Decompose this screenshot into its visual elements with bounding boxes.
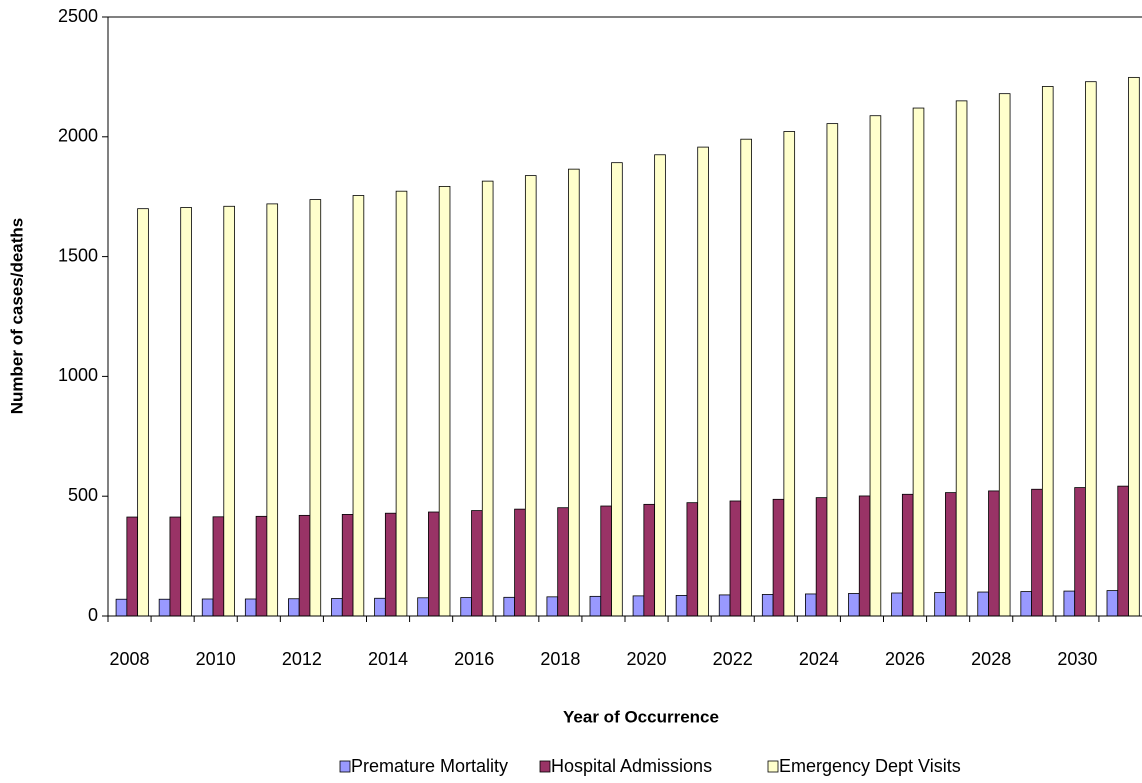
y-tick-label: 0 bbox=[88, 605, 98, 625]
bar bbox=[1106, 590, 1119, 617]
bar bbox=[546, 596, 559, 617]
bar bbox=[901, 493, 914, 617]
bar bbox=[686, 502, 699, 617]
bar bbox=[503, 596, 515, 617]
x-tick-label: 2030 bbox=[1057, 649, 1097, 669]
y-axis-title: Number of cases/deaths bbox=[7, 218, 26, 415]
bar bbox=[557, 507, 569, 617]
bar bbox=[471, 510, 483, 617]
x-tick-label: 2022 bbox=[713, 649, 753, 669]
bar bbox=[718, 594, 731, 617]
bar bbox=[438, 185, 451, 617]
x-tick-label: 2012 bbox=[282, 649, 322, 669]
bar bbox=[384, 512, 397, 617]
bar bbox=[1117, 485, 1129, 617]
bar bbox=[137, 208, 149, 617]
bar bbox=[761, 594, 774, 617]
bar bbox=[1074, 487, 1086, 617]
bar bbox=[772, 498, 785, 617]
bar bbox=[805, 593, 817, 617]
legend-label: Premature Mortality bbox=[351, 756, 508, 776]
bar bbox=[428, 511, 440, 617]
bar bbox=[417, 597, 429, 617]
bar bbox=[1031, 488, 1043, 617]
bar bbox=[374, 597, 386, 617]
legend-label: Emergency Dept Visits bbox=[779, 756, 961, 776]
x-axis-title: Year of Occurrence bbox=[563, 707, 719, 726]
x-tick-label: 2014 bbox=[368, 649, 408, 669]
bar bbox=[934, 592, 946, 617]
bar bbox=[977, 591, 989, 617]
bar bbox=[1128, 76, 1140, 617]
x-tick-label: 2010 bbox=[196, 649, 236, 669]
x-tick-label: 2008 bbox=[110, 649, 150, 669]
legend-swatch bbox=[539, 760, 551, 773]
bar bbox=[180, 207, 192, 617]
bar bbox=[912, 107, 925, 617]
bar bbox=[729, 500, 742, 617]
bar bbox=[654, 154, 666, 617]
bar bbox=[988, 490, 1000, 617]
bar bbox=[395, 190, 408, 617]
bar bbox=[998, 93, 1011, 617]
bar bbox=[481, 180, 494, 617]
bar bbox=[524, 175, 537, 617]
bar bbox=[514, 508, 526, 617]
bar bbox=[869, 115, 882, 617]
bar bbox=[266, 203, 279, 617]
bar bbox=[352, 195, 365, 617]
bar bbox=[589, 595, 602, 617]
bar bbox=[126, 516, 139, 617]
bar bbox=[255, 515, 268, 617]
bar bbox=[244, 598, 257, 617]
x-tick-label: 2018 bbox=[540, 649, 580, 669]
bar bbox=[115, 598, 128, 617]
bar bbox=[848, 593, 860, 617]
bar bbox=[331, 598, 343, 617]
x-tick-label: 2026 bbox=[885, 649, 925, 669]
bar bbox=[955, 100, 968, 617]
x-tick-label: 2016 bbox=[454, 649, 494, 669]
bar bbox=[815, 497, 828, 617]
bar bbox=[1063, 590, 1076, 617]
y-tick-label: 500 bbox=[68, 485, 98, 505]
bar bbox=[223, 205, 235, 617]
bar bbox=[945, 492, 957, 617]
bar bbox=[611, 162, 623, 617]
bar bbox=[1020, 591, 1032, 617]
bar bbox=[1041, 86, 1054, 617]
bar bbox=[1085, 81, 1097, 617]
bar bbox=[826, 123, 839, 617]
legend-label: Hospital Admissions bbox=[551, 756, 712, 776]
bar bbox=[460, 597, 472, 617]
bar bbox=[858, 495, 871, 617]
bar bbox=[600, 505, 612, 617]
bar bbox=[568, 168, 580, 617]
bar bbox=[740, 138, 752, 617]
bar bbox=[309, 199, 322, 617]
x-tick-label: 2020 bbox=[627, 649, 667, 669]
x-tick-label: 2024 bbox=[799, 649, 839, 669]
legend-swatch bbox=[767, 760, 779, 773]
bar bbox=[675, 594, 688, 617]
x-tick-label: 2028 bbox=[971, 649, 1011, 669]
bar bbox=[169, 516, 182, 617]
y-tick-label: 1000 bbox=[58, 365, 98, 385]
legend-swatch bbox=[339, 760, 351, 773]
bar bbox=[783, 131, 796, 617]
bar bbox=[212, 516, 225, 617]
bar bbox=[288, 598, 300, 617]
bar bbox=[632, 595, 645, 617]
bar bbox=[201, 598, 214, 617]
y-tick-label: 1500 bbox=[58, 245, 98, 265]
bar bbox=[697, 146, 709, 617]
bar bbox=[158, 598, 171, 617]
bar bbox=[341, 514, 354, 617]
y-tick-label: 2500 bbox=[58, 6, 98, 26]
bar bbox=[891, 592, 903, 617]
bar bbox=[643, 503, 656, 617]
bar bbox=[298, 514, 311, 617]
y-tick-label: 2000 bbox=[58, 126, 98, 146]
